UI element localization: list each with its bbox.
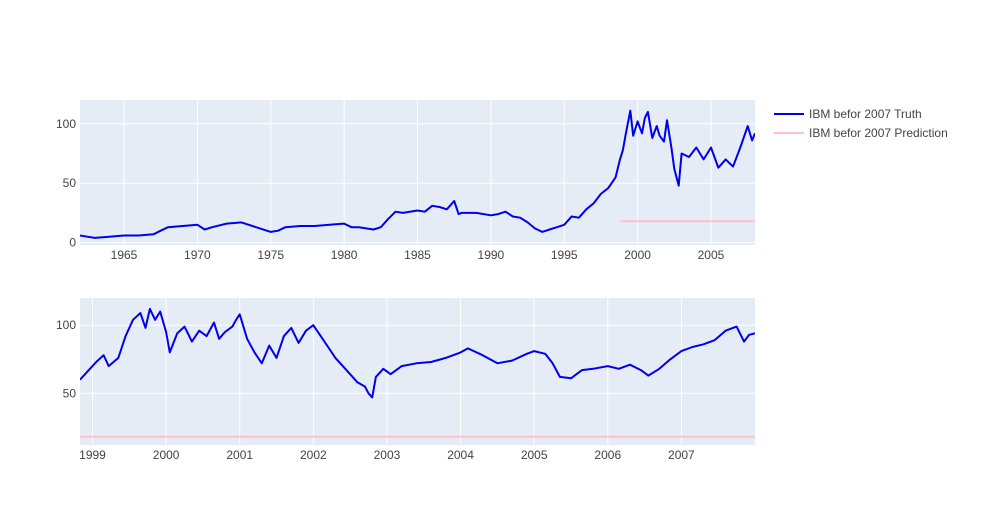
- x-tick-label: 2005: [698, 248, 725, 262]
- subplot-2: 1999 2000 2001 2002 2003 2004 2005 2006 2007 50 10…: [56, 298, 755, 462]
- x-tick-label: 1980: [331, 248, 358, 262]
- y-tick-label: 50: [63, 176, 77, 190]
- x-tick-label: 2000: [624, 248, 651, 262]
- x-tick-label: 1999: [79, 448, 106, 462]
- y-tick-label: 50: [63, 386, 77, 400]
- x-tick-label: 2000: [153, 448, 180, 462]
- truth-series-line: [80, 109, 755, 239]
- legend: IBM befor 2007 Truth IBM befor 2007 Predi…: [774, 107, 948, 140]
- x-tick-label: 2006: [594, 448, 621, 462]
- x-tick-label: 2001: [226, 448, 253, 462]
- x-tick-label: 1965: [111, 248, 138, 262]
- x-tick-label: 2005: [521, 448, 548, 462]
- x-tick-label: 1970: [184, 248, 211, 262]
- x-tick-label: 2007: [668, 448, 695, 462]
- y-tick-label: 100: [56, 318, 76, 332]
- x-tick-label: 1975: [257, 248, 284, 262]
- series-group: [80, 307, 755, 438]
- x-tick-label: 1985: [404, 248, 431, 262]
- y-tick-label: 0: [69, 236, 76, 250]
- truth-series-line: [80, 307, 755, 399]
- x-tick-label: 2003: [374, 448, 401, 462]
- x-tick-label: 1995: [551, 248, 578, 262]
- x-tick-label: 1990: [478, 248, 505, 262]
- x-tick-label: 2002: [300, 448, 327, 462]
- x-tick-label: 2004: [447, 448, 474, 462]
- legend-label: IBM befor 2007 Prediction: [809, 126, 948, 140]
- series-group: [80, 109, 755, 239]
- subplot-1: 1965 1970 1975 1980 1985 1990 1995 2000 2005 0 50 1…: [56, 100, 755, 262]
- legend-label: IBM befor 2007 Truth: [809, 107, 922, 121]
- y-tick-label: 100: [56, 117, 76, 131]
